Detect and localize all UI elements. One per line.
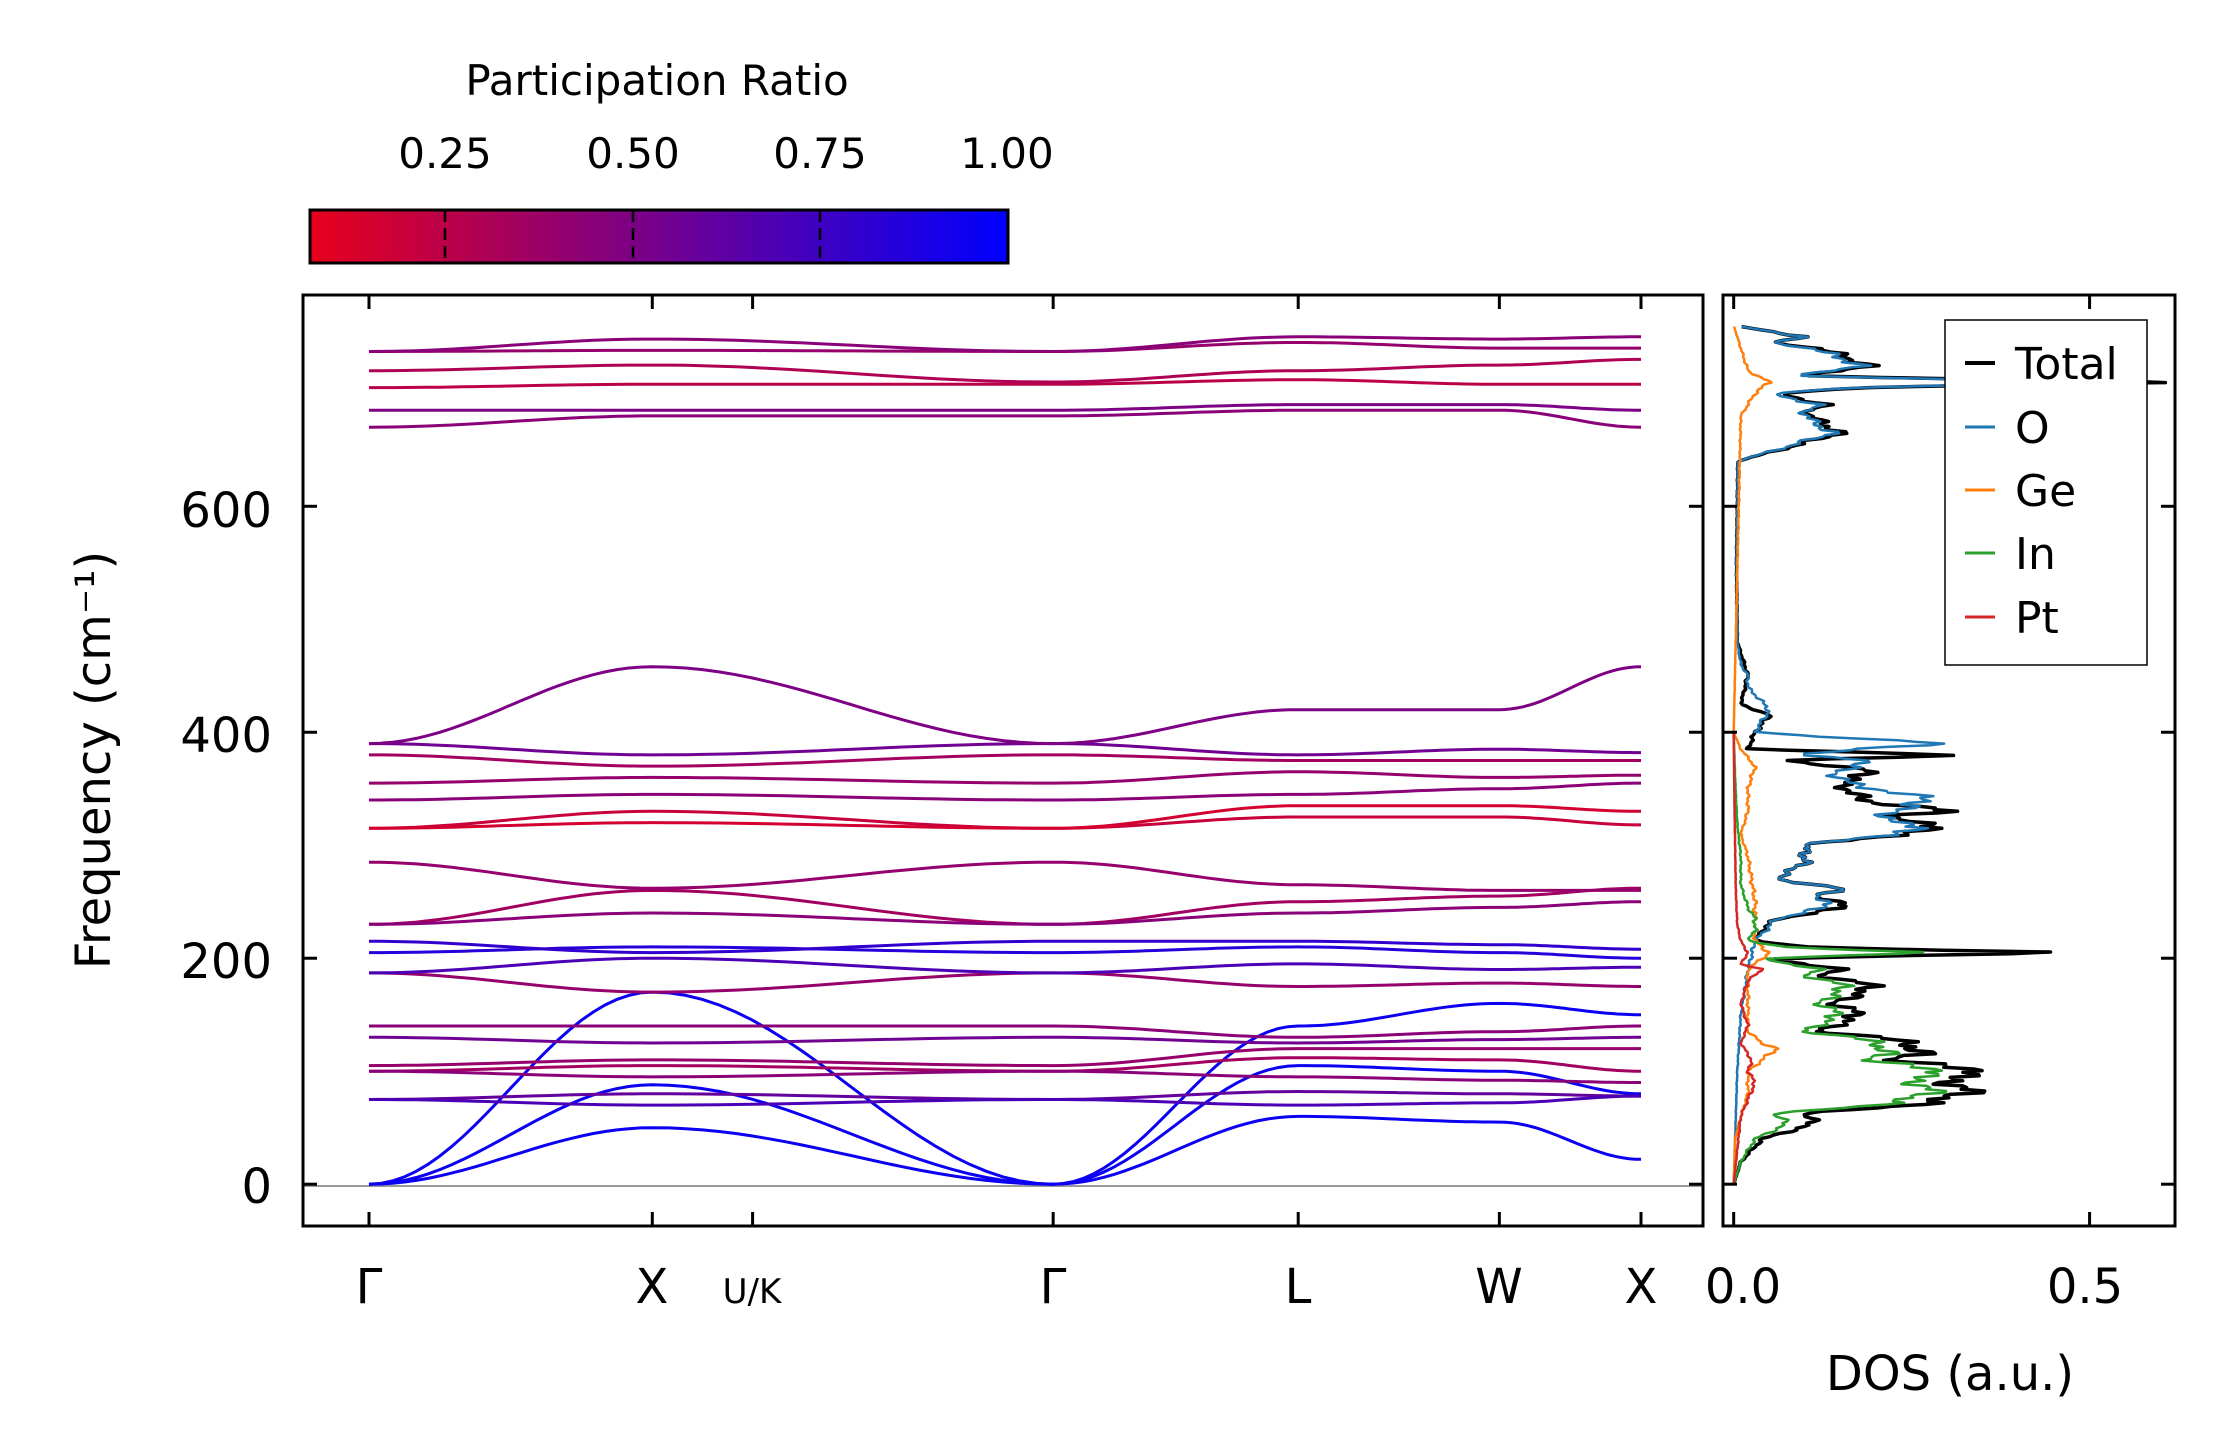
- band-axis-ticks: [303, 295, 1703, 1226]
- phonon-band-band-26: [369, 403, 1641, 412]
- phonon-band-band-20: [369, 781, 1641, 802]
- kpoint-label-w: W: [1475, 1259, 1522, 1315]
- y-axis-title: Frequency (cm⁻¹): [66, 551, 122, 969]
- dos-curve-in: [1732, 733, 1948, 1185]
- colorbar-gradient: [308, 208, 1010, 265]
- dos-plot-frame: [1721, 293, 2177, 1228]
- kpoint-label-uk: U/K: [723, 1272, 783, 1312]
- dos-x-tick-label: 0.0: [1705, 1259, 1781, 1315]
- phonon-band-band-19: [369, 804, 1641, 830]
- phonon-band-band-7: [369, 1069, 1641, 1084]
- colorbar: Participation Ratio 0.25 0.50 0.75 1.00: [308, 56, 1054, 265]
- phonon-band-band-5: [369, 1094, 1641, 1107]
- phonon-band-band-30: [368, 335, 1641, 354]
- dos-curve-pt: [1732, 733, 1765, 1185]
- legend-label-o: O: [2015, 403, 2050, 454]
- colorbar-tick-label: 0.75: [773, 129, 867, 178]
- phonon-band-band-10: [369, 1035, 1641, 1045]
- legend-label-pt: Pt: [2015, 593, 2059, 644]
- phonon-band-band-17: [368, 860, 1641, 892]
- y-tick-label: 600: [180, 483, 272, 539]
- phonon-band-band-12: [368, 956, 1641, 975]
- legend-label-ge: Ge: [2015, 466, 2076, 517]
- dos-x-axis-title: DOS (a.u.): [1826, 1346, 2074, 1402]
- colorbar-title: Participation Ratio: [465, 56, 848, 105]
- band-plot-frame: [301, 293, 1705, 1228]
- legend-label-total: Total: [2014, 339, 2118, 390]
- phonon-band-band-11: [368, 971, 1641, 994]
- legend-frame: [1944, 319, 2148, 666]
- colorbar-tick-label: 1.00: [960, 129, 1054, 178]
- kpoint-label-x: X: [1625, 1259, 1658, 1315]
- phonon-band-acoustic-2: [368, 1064, 1642, 1186]
- band-structure-panel: 0 200 400 600 Frequency (cm⁻¹) Γ X U/K Γ…: [66, 293, 1705, 1315]
- phonon-band-band-24: [368, 665, 1642, 746]
- y-tick-label: 200: [180, 934, 272, 990]
- phonon-band-band-14: [369, 939, 1641, 955]
- phonon-bands: [368, 335, 1642, 1186]
- phonon-band-band-23: [369, 742, 1641, 757]
- phonon-band-band-29: [369, 341, 1641, 353]
- legend-label-in: In: [2015, 529, 2056, 580]
- phonon-band-band-8: [368, 1047, 1641, 1068]
- phonon-band-band-28: [369, 357, 1641, 384]
- phonon-band-acoustic-3: [368, 990, 1641, 1186]
- dos-x-tick-label: 0.5: [2047, 1259, 2123, 1315]
- y-tick-label: 400: [180, 708, 272, 764]
- phonon-band-band-21: [369, 770, 1641, 785]
- colorbar-tick-label: 0.50: [586, 129, 680, 178]
- y-tick-label: 0: [241, 1159, 272, 1215]
- dos-panel: 0.0 0.5 DOS (a.u.) Total O Ge In Pt: [1705, 293, 2177, 1402]
- colorbar-tick-label: 0.25: [398, 129, 492, 178]
- dos-curve-ge: [1732, 326, 1780, 1185]
- dos-curves: [1732, 324, 2168, 1185]
- phonon-band-band-16: [369, 900, 1642, 926]
- phonon-band-band-18: [368, 809, 1641, 830]
- phonon-band-band-27: [369, 378, 1641, 390]
- phonon-band-band-4: [368, 1089, 1641, 1102]
- kpoint-label-x: X: [636, 1259, 669, 1315]
- dos-curve-o: [1732, 325, 2132, 1185]
- phonon-band-band-9: [369, 1024, 1641, 1039]
- phonon-band-band-25: [368, 408, 1642, 429]
- phonon-band-band-6: [369, 1056, 1641, 1073]
- phonon-band-band-15: [368, 886, 1641, 926]
- phonon-band-band-13: [369, 945, 1641, 960]
- kpoint-label-gamma: Γ: [356, 1259, 383, 1315]
- legend: Total O Ge In Pt: [1944, 319, 2148, 666]
- phonon-band-acoustic-1: [368, 1114, 1642, 1186]
- kpoint-label-l: L: [1285, 1259, 1312, 1315]
- phonon-band-band-22: [369, 753, 1641, 768]
- dos-axis-ticks: [1723, 295, 2175, 1226]
- kpoint-label-gamma: Γ: [1040, 1259, 1067, 1315]
